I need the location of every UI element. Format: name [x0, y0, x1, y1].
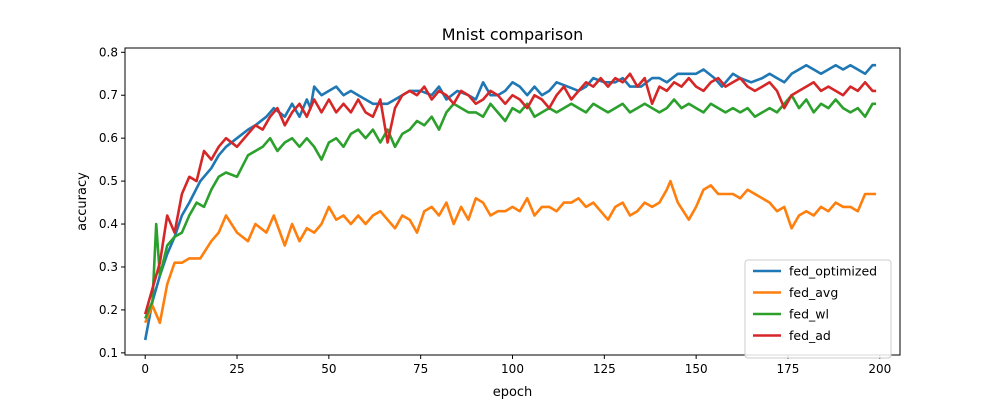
series-layer: [143, 63, 877, 341]
legend-label: fed_wl: [789, 307, 829, 322]
series-line-fed-avg: [144, 179, 877, 325]
chart-title: Mnist comparison: [442, 25, 584, 44]
x-tick-label: 100: [501, 362, 524, 376]
series-line-fed-wl: [144, 93, 877, 320]
x-tick-label: 0: [141, 362, 149, 376]
legend-box: [744, 259, 892, 359]
y-tick-label: 0.4: [99, 217, 118, 231]
y-axis: 0.1 0.2 0.3 0.4 0.5 0.6 0.7 0.8: [99, 45, 125, 360]
y-tick-label: 0.5: [99, 174, 118, 188]
legend-label: fed_ad: [789, 328, 831, 343]
y-tick-label: 0.6: [99, 131, 118, 145]
y-tick-label: 0.8: [99, 45, 118, 59]
legend-label: fed_avg: [789, 285, 838, 300]
legend: fed_optimized fed_avg fed_wl fed_ad: [744, 259, 892, 359]
x-tick-label: 200: [868, 362, 891, 376]
x-tick-label: 25: [229, 362, 244, 376]
x-tick-label: 150: [685, 362, 708, 376]
legend-label: fed_optimized: [789, 264, 877, 279]
y-tick-label: 0.3: [99, 260, 118, 274]
series-line-fed-ad: [143, 72, 877, 315]
x-tick-label: 50: [321, 362, 336, 376]
x-tick-label: 75: [413, 362, 428, 376]
x-tick-label: 175: [777, 362, 800, 376]
y-tick-label: 0.2: [99, 303, 118, 317]
y-tick-label: 0.7: [99, 88, 118, 102]
x-axis-label: epoch: [493, 385, 533, 400]
series-line-fed-optimized: [143, 63, 877, 341]
y-axis-label: accuracy: [75, 172, 90, 231]
x-tick-label: 125: [593, 362, 616, 376]
plot-area: 0 25 50 75 100 125 150 175 200 0.10.20.30.40.50.…: [99, 45, 901, 376]
y-tick-label: 0.1: [99, 346, 118, 360]
